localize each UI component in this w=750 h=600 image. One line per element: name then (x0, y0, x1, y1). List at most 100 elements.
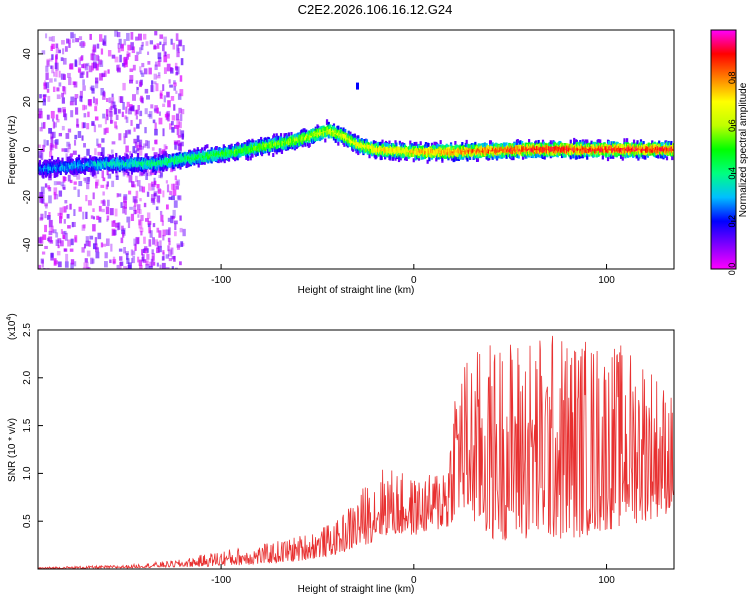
spectrogram-noise-cell (158, 57, 162, 62)
spectrogram-noise-cell (175, 90, 178, 94)
spectrogram-noise-cell (101, 147, 105, 155)
spectrogram-noise-cell (163, 36, 167, 43)
spectrogram-ridge-cell (196, 147, 199, 152)
spectrogram-ridge-cell (465, 139, 468, 144)
spectrogram-noise-cell (84, 63, 89, 71)
spectrogram-ridge-cell (52, 168, 55, 173)
spectrogram-noise-cell (56, 181, 61, 185)
spectrogram-noise-cell (100, 48, 104, 55)
spectrogram-noise-cell (174, 223, 177, 231)
spectrogram-noise-cell (90, 215, 94, 219)
spectrogram-noise-cell (144, 248, 148, 254)
spectrogram-ridge-cell (321, 135, 324, 140)
spectrogram-noise-cell (73, 186, 77, 190)
spectrogram-noise-cell (151, 80, 154, 85)
spectrogram-noise-cell (134, 141, 138, 148)
spectrogram-ridge-cell (465, 143, 468, 148)
spectrogram-ridge-cell (93, 157, 96, 162)
spectrogram-ridge-cell (401, 142, 404, 147)
spectrogram-noise-cell (125, 145, 129, 153)
spectrogram-noise-cell (73, 209, 76, 217)
spectrogram-ridge-cell (93, 169, 96, 174)
spectrogram-ridge-cell (252, 140, 255, 145)
page-title: C2E2.2026.106.16.12.G24 (297, 2, 453, 17)
spectrogram-ridge-cell (354, 147, 357, 152)
spectrogram-noise-cell (55, 47, 60, 54)
spectrogram-ridge-cell (280, 148, 284, 153)
spectrogram-noise-cell (154, 122, 157, 130)
spectrogram-noise-cell (134, 243, 137, 251)
spectrogram-ridge-cell (434, 144, 437, 149)
spectrogram-noise-cell (73, 81, 78, 88)
spectrogram-noise-cell (39, 110, 43, 119)
spectrogram-noise-cell (123, 169, 127, 175)
spectrogram-noise-cell (111, 220, 115, 227)
spectrogram-ridge-cell (277, 145, 280, 150)
spectrogram-noise-cell (63, 219, 66, 224)
spectrogram-noise-cell (51, 36, 55, 42)
spectrogram-noise-cell (58, 132, 63, 137)
spectrogram-ridge-cell (275, 150, 278, 155)
spectrogram-ridge-cell (267, 151, 271, 156)
spectrogram-noise-cell (134, 55, 139, 62)
spectrogram-noise-cell (107, 69, 110, 74)
spectrogram-noise-cell (176, 51, 180, 58)
spectrogram-noise-cell (151, 147, 155, 151)
spectrogram-ridge-cell (234, 157, 237, 162)
spectrogram-noise-cell (125, 267, 128, 269)
spectrogram-noise-cell (111, 180, 115, 188)
spectrogram-noise-cell (48, 127, 53, 134)
spectrogram-noise-cell (140, 231, 143, 236)
spectrogram-noise-cell (168, 123, 173, 130)
spectrogram-noise-cell (138, 139, 143, 148)
spectrogram-ridge-cell (445, 143, 448, 148)
spectrogram-ridge-cell (179, 165, 182, 170)
spectrogram-noise-cell (103, 35, 107, 41)
spectrogram-ridge-cell (342, 127, 345, 132)
spectrogram-noise-cell (62, 206, 66, 213)
spectrogram-ridge-cell (305, 129, 308, 134)
spectrogram-noise-cell (98, 59, 103, 65)
spectrogram-ridge-cell (102, 154, 105, 159)
spectrogram-ridge-cell (55, 159, 58, 164)
spectrogram-noise-cell (114, 208, 118, 217)
spectrogram-ridge-cell (155, 169, 158, 174)
spectrogram-noise-cell (133, 199, 138, 204)
spectrogram-noise-cell (65, 153, 68, 161)
spectrogram-noise-cell (44, 224, 48, 233)
spectrogram-noise-cell (128, 108, 132, 115)
spectrogram-noise-cell (133, 238, 137, 246)
spectrogram-noise-cell (89, 164, 92, 172)
spectrogram-noise-cell (62, 109, 66, 118)
spectrogram-noise-cell (160, 214, 164, 222)
spectrogram-ridge-cell (210, 159, 213, 164)
spectrogram-noise-cell (68, 64, 73, 70)
spectrogram-noise-cell (44, 210, 47, 219)
spectrogram-noise-cell (70, 96, 75, 102)
spectrogram-noise-cell (174, 66, 178, 71)
spectrogram-ridge-cell (365, 139, 369, 144)
spectrogram-ridge-cell (417, 156, 421, 161)
spectrogram-noise-cell (74, 134, 78, 140)
spectrogram-ridge-cell (387, 151, 390, 156)
spectrogram-noise-cell (158, 117, 163, 125)
spectrogram-noise-cell (132, 255, 136, 264)
spectrogram-noise-cell (92, 208, 95, 212)
spectrogram-noise-cell (96, 170, 100, 175)
spectrogram-ridge-cell (351, 147, 355, 152)
spectrogram-noise-cell (96, 138, 99, 147)
spectrogram-noise-cell (136, 209, 140, 214)
spectrogram-noise-cell (144, 108, 148, 115)
spectrogram-noise-cell (119, 261, 122, 269)
spectrogram-noise-cell (101, 72, 106, 77)
spectrogram-noise-cell (74, 235, 78, 243)
spectrogram-ridge-cell (317, 125, 320, 130)
spectrogram-noise-cell (55, 69, 58, 78)
spectrogram-noise-cell (156, 43, 160, 49)
spectrogram-noise-cell (173, 124, 178, 129)
spectrogram-noise-cell (82, 267, 87, 269)
spectrogram-noise-cell (71, 222, 74, 228)
spectrogram-noise-cell (151, 249, 154, 255)
spectrogram-ridge-cell (247, 156, 250, 161)
spectrogram-noise-cell (132, 64, 136, 71)
